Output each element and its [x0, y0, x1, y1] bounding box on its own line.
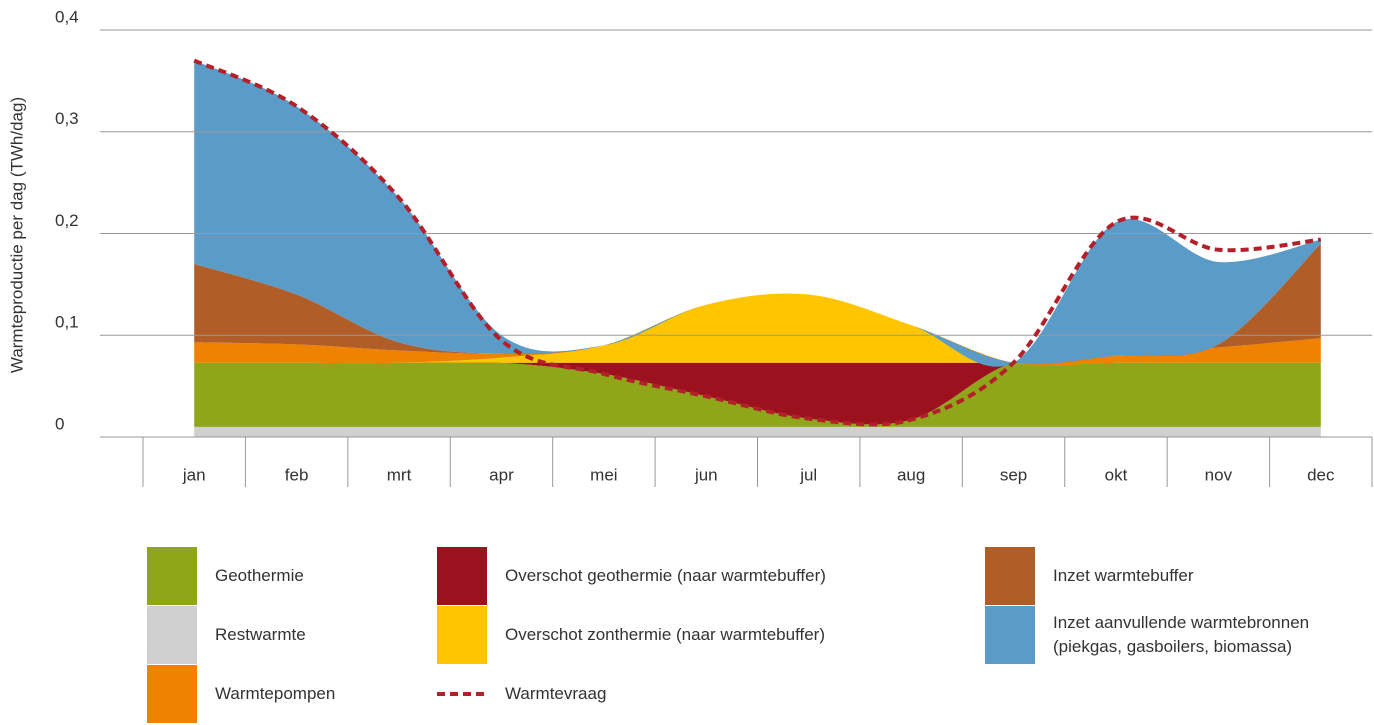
y-tick-label: 0 [55, 414, 64, 433]
x-tick-label: dec [1307, 465, 1335, 484]
x-tick-label: mei [590, 465, 617, 484]
legend-swatch [985, 547, 1035, 605]
y-axis-title: Warmteproductie per dag (TWh/dag) [7, 97, 26, 373]
area [194, 358, 1321, 427]
legend-label: Restwarmte [215, 625, 306, 644]
x-tick-label: sep [1000, 465, 1027, 484]
x-tick-label: mrt [387, 465, 412, 484]
demand-line [193, 58, 1321, 427]
area [194, 293, 1321, 366]
x-tick-label: feb [285, 465, 309, 484]
x-tick-label: jun [694, 465, 718, 484]
area [194, 358, 1321, 425]
area [194, 60, 1321, 367]
legend-label: Warmtevraag [505, 684, 607, 703]
legend-label: Inzet aanvullende warmtebronnen (piekgas… [1053, 613, 1310, 656]
y-tick-label: 0,3 [55, 109, 79, 128]
legend-swatch [437, 547, 487, 605]
x-tick-label: nov [1205, 465, 1233, 484]
legend-swatch [147, 547, 197, 605]
y-tick-label: 0,4 [55, 7, 79, 26]
x-tick-label: jan [182, 465, 206, 484]
areas [194, 60, 1321, 437]
legend-swatch [147, 665, 197, 723]
legend-label: Warmtepompen [215, 684, 336, 703]
legend-swatch [437, 606, 487, 664]
x-tick-label: okt [1105, 465, 1128, 484]
legend-swatch [147, 606, 197, 664]
x-tick-label: aug [897, 465, 925, 484]
legend-label: Geothermie [215, 566, 304, 585]
y-tick-label: 0,1 [55, 313, 79, 332]
legend-label: Overschot zonthermie (naar warmtebuffer) [505, 625, 825, 644]
legend-label: Overschot geothermie (naar warmtebuffer) [505, 566, 826, 585]
area [194, 293, 1321, 366]
legend-label: Inzet warmtebuffer [1053, 566, 1194, 585]
x-tick-label: jul [799, 465, 817, 484]
legend-swatch [985, 606, 1035, 664]
area [194, 426, 1321, 437]
y-tick-label: 0,2 [55, 211, 79, 230]
x-tick-label: apr [489, 465, 514, 484]
